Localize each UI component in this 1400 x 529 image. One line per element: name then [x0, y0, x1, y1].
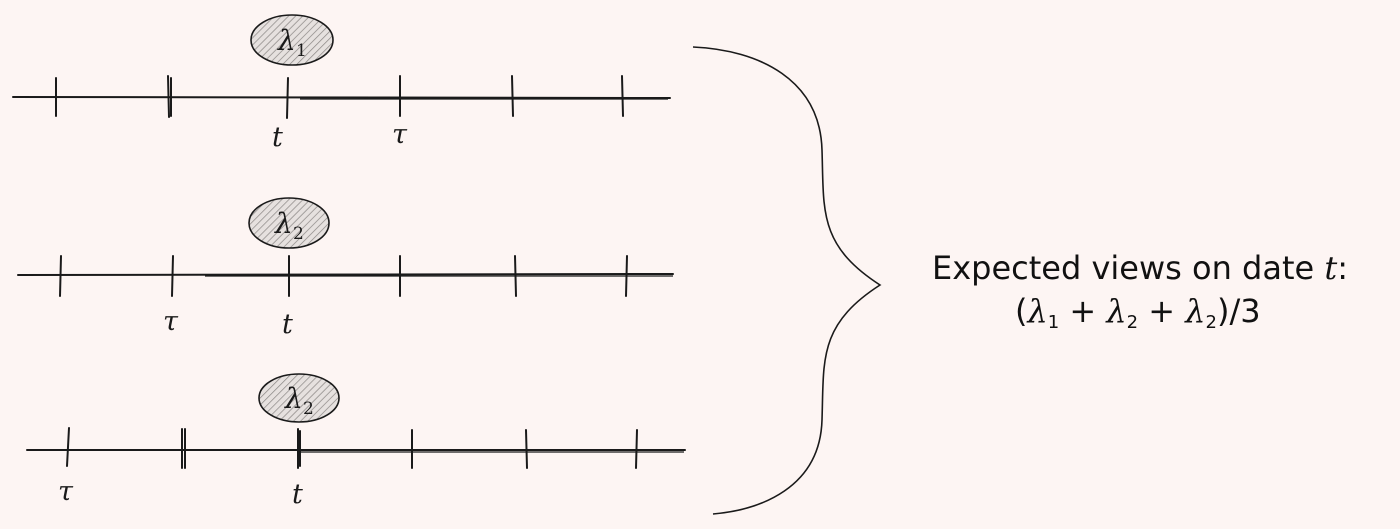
timeline-2-axis: [17, 273, 674, 276]
timeline-3-tick: [525, 429, 528, 469]
timeline-1-tick: [511, 75, 514, 117]
timeline-2-rate-symbol: λ: [274, 207, 293, 240]
timeline-1-label-tau: τ: [392, 119, 408, 150]
timeline-3-tick-tau: [66, 427, 70, 467]
result-term-3-sub: 2: [1206, 312, 1217, 333]
timeline-1-axis: [12, 96, 671, 99]
result-line-1: Expected views on date t:: [932, 249, 1348, 287]
timeline-1-tick: [167, 75, 170, 118]
timeline-3: λ 2 τ t: [26, 373, 686, 510]
result-line-1-suffix: :: [1337, 249, 1348, 287]
timeline-2-tick: [514, 255, 517, 297]
timeline-2-rate-subscript: 2: [293, 224, 304, 244]
timeline-1-tick-t: [286, 77, 289, 119]
result-open-paren: (: [1015, 292, 1027, 330]
timeline-2-ticks: [59, 255, 628, 297]
result-line-1-var: t: [1324, 249, 1337, 287]
timeline-3-label-tau: τ: [58, 476, 74, 507]
timeline-2-tick-tau: [171, 255, 174, 297]
timeline-1-tick: [621, 75, 624, 117]
timeline-3-rate-subscript: 2: [303, 399, 314, 419]
timeline-3-rate-symbol: λ: [284, 382, 303, 415]
timeline-1-ticks: [55, 75, 624, 119]
result-line-2: (λ1 + λ2 + λ2)/3: [1015, 292, 1261, 333]
result-line-1-prefix: Expected views on date: [932, 249, 1324, 287]
timeline-2-tick: [59, 255, 62, 297]
timeline-2: λ 2 τ t: [17, 197, 674, 340]
result-plus-2: +: [1138, 292, 1185, 330]
curly-brace: [692, 46, 882, 515]
timeline-3-tick: [635, 429, 638, 469]
timeline-3-label-t: t: [292, 479, 303, 510]
timeline-2-rate-oval: [248, 197, 330, 249]
result-annotation: Expected views on date t: (λ1 + λ2 + λ2)…: [932, 249, 1348, 333]
timeline-3-rate-badge: λ 2: [258, 373, 340, 423]
timeline-2-rate-badge: λ 2: [248, 197, 330, 249]
result-term-1-sub: 1: [1048, 312, 1059, 333]
timeline-1-rate-subscript: 1: [296, 41, 307, 61]
timeline-1-rate-badge: λ 1: [250, 14, 334, 66]
result-term-3-symbol: λ: [1183, 292, 1205, 330]
result-plus-1: +: [1059, 292, 1106, 330]
timeline-1-label-t: t: [272, 122, 283, 153]
timeline-1: λ 1 t τ: [12, 14, 671, 153]
timeline-1-rate-symbol: λ: [277, 24, 296, 57]
timeline-3-rate-oval: [258, 373, 340, 423]
result-term-2-sub: 2: [1127, 312, 1138, 333]
timeline-2-tick: [625, 255, 628, 297]
timeline-2-label-tau: τ: [163, 306, 179, 337]
timeline-1-rate-oval: [250, 14, 334, 66]
timeline-2-label-t: t: [282, 309, 293, 340]
result-close: )/3: [1217, 292, 1261, 330]
result-term-2-symbol: λ: [1104, 292, 1126, 330]
timeline-3-ticks: [66, 427, 638, 469]
result-term-1-symbol: λ: [1025, 292, 1047, 330]
